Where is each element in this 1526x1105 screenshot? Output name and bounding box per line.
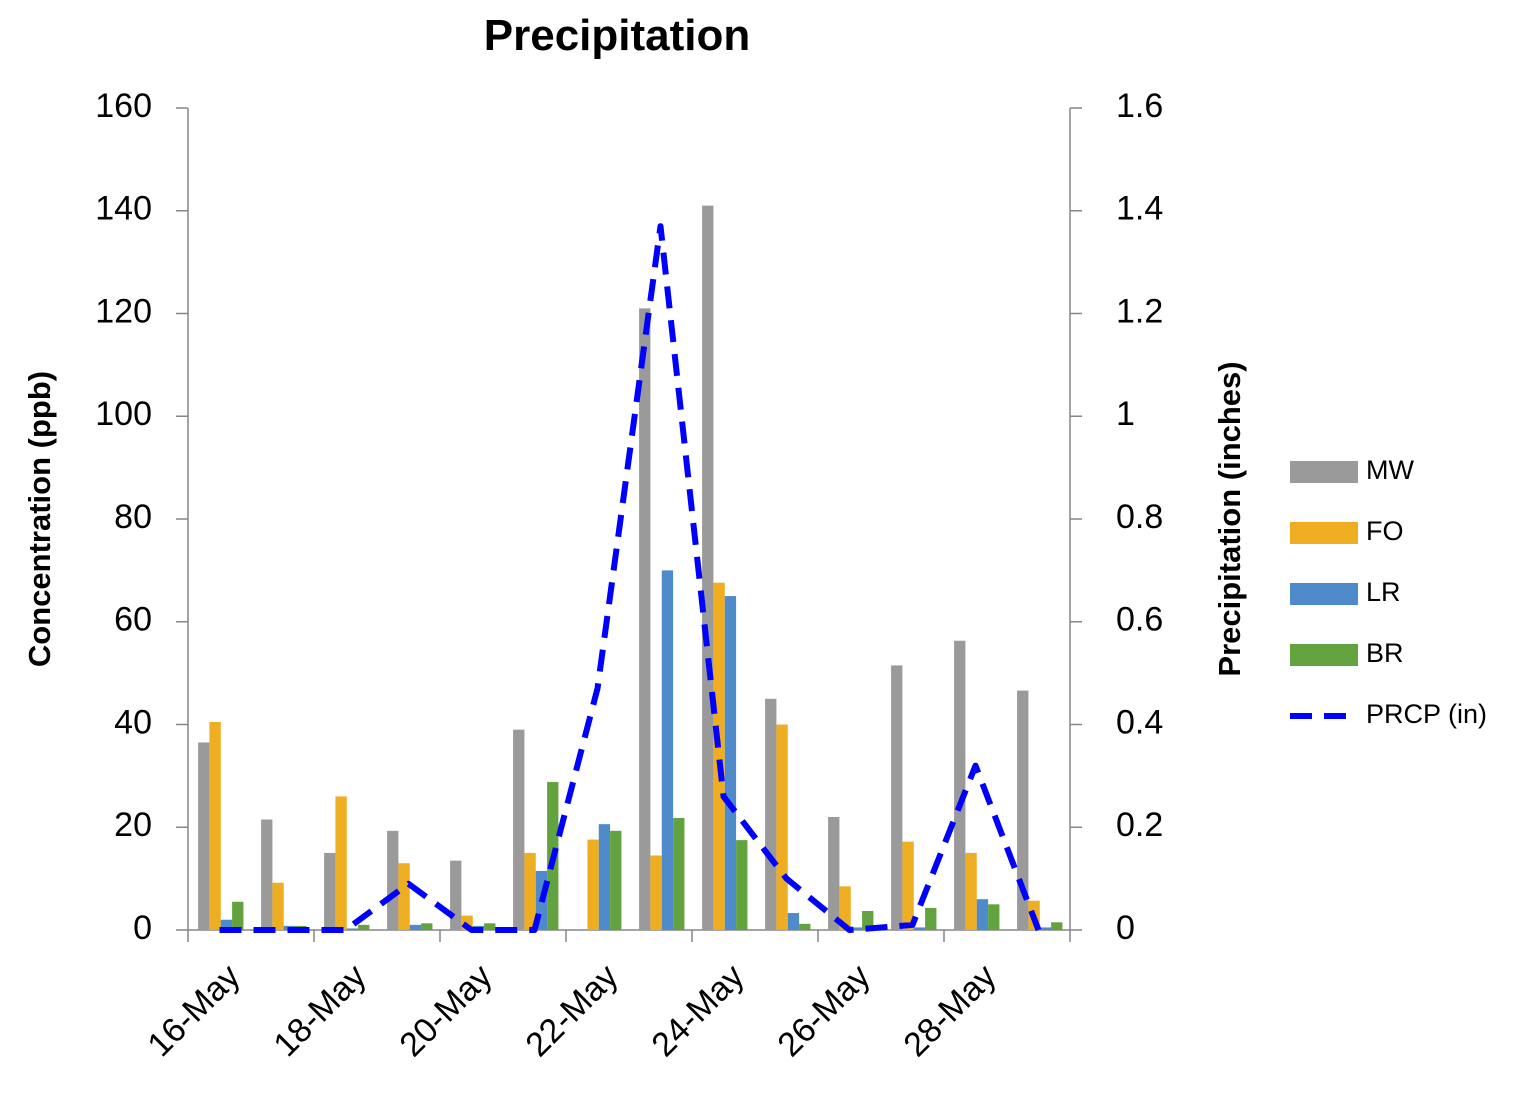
bar <box>673 818 685 930</box>
bar <box>925 907 937 930</box>
y2-tick-label: 1 <box>1116 395 1135 433</box>
y2-tick-label: 1.4 <box>1116 190 1163 228</box>
bar <box>461 915 473 930</box>
bar <box>598 824 611 930</box>
bar <box>209 721 221 930</box>
y-tick-label: 100 <box>95 395 152 433</box>
legend-swatch <box>1290 522 1358 544</box>
bar <box>610 830 622 930</box>
x-tick-label: 18-May <box>266 957 373 1064</box>
bar <box>324 852 336 930</box>
y2-tick-label: 0.6 <box>1116 601 1163 639</box>
y-tick-label: 80 <box>114 498 152 536</box>
bar <box>724 596 737 930</box>
bar <box>232 901 244 930</box>
bar <box>765 698 777 930</box>
bar <box>513 729 525 930</box>
y-tick-label: 140 <box>95 190 152 228</box>
bar <box>450 860 462 930</box>
y-axis-title: Concentration (ppb) <box>22 371 57 667</box>
bar <box>1039 927 1052 930</box>
bar <box>387 830 399 930</box>
bar <box>335 796 347 930</box>
x-tick-label: 22-May <box>518 957 625 1064</box>
bar <box>358 924 370 930</box>
y2-tick-label: 0 <box>1116 909 1135 947</box>
bar <box>220 919 233 930</box>
legend-swatch <box>1290 583 1358 605</box>
bar <box>850 927 863 930</box>
bar <box>787 913 800 930</box>
bar <box>398 863 410 930</box>
chart-title: Precipitation <box>484 11 751 60</box>
bar <box>346 928 359 930</box>
bar <box>409 924 422 930</box>
y-tick-label: 0 <box>133 909 152 947</box>
bar <box>913 927 926 930</box>
bar <box>198 742 210 930</box>
bar <box>639 308 651 930</box>
line <box>219 223 1042 933</box>
y2-tick-label: 0.4 <box>1116 703 1163 741</box>
bar <box>736 840 748 930</box>
legend-label: FO <box>1366 516 1404 546</box>
bar <box>661 570 674 930</box>
y2-axis-title: Precipitation (inches) <box>1212 361 1247 676</box>
bar <box>272 882 284 930</box>
y-tick-label: 160 <box>95 87 152 125</box>
bar <box>421 923 433 930</box>
bar <box>713 582 725 930</box>
x-tick-label: 20-May <box>392 957 499 1064</box>
bar <box>1017 690 1029 930</box>
y2-tick-label: 0.2 <box>1116 806 1163 844</box>
bar <box>891 665 903 930</box>
bar <box>261 819 273 930</box>
bar <box>976 899 989 930</box>
bar <box>828 816 840 930</box>
y-tick-label: 40 <box>114 703 152 741</box>
y2-tick-label: 1.6 <box>1116 87 1163 125</box>
legend-swatch <box>1290 644 1358 666</box>
y2-tick-label: 1.2 <box>1116 292 1163 330</box>
x-tick-label: 26-May <box>770 957 877 1064</box>
bar <box>799 923 811 930</box>
y2-tick-label: 0.8 <box>1116 498 1163 536</box>
legend-label: BR <box>1366 638 1404 668</box>
bar <box>862 910 874 930</box>
legend-label: LR <box>1366 577 1401 607</box>
y-tick-label: 60 <box>114 601 152 639</box>
bar <box>902 841 914 930</box>
bar <box>965 852 977 930</box>
x-tick-label: 24-May <box>644 957 751 1064</box>
bar <box>1051 922 1063 930</box>
x-tick-label: 16-May <box>140 957 247 1064</box>
bar <box>988 904 1000 930</box>
bar <box>524 852 536 930</box>
bar <box>650 855 662 930</box>
legend-label: MW <box>1366 455 1414 485</box>
bar <box>776 724 788 930</box>
bar <box>484 923 496 930</box>
bar <box>954 640 966 930</box>
y-tick-label: 20 <box>114 806 152 844</box>
bar <box>839 886 851 930</box>
x-tick-label: 28-May <box>896 957 1003 1064</box>
legend-label: PRCP (in) <box>1366 699 1487 729</box>
bar <box>587 839 599 930</box>
bar <box>702 205 714 931</box>
legend-swatch <box>1290 461 1358 483</box>
y-tick-label: 120 <box>95 292 152 330</box>
